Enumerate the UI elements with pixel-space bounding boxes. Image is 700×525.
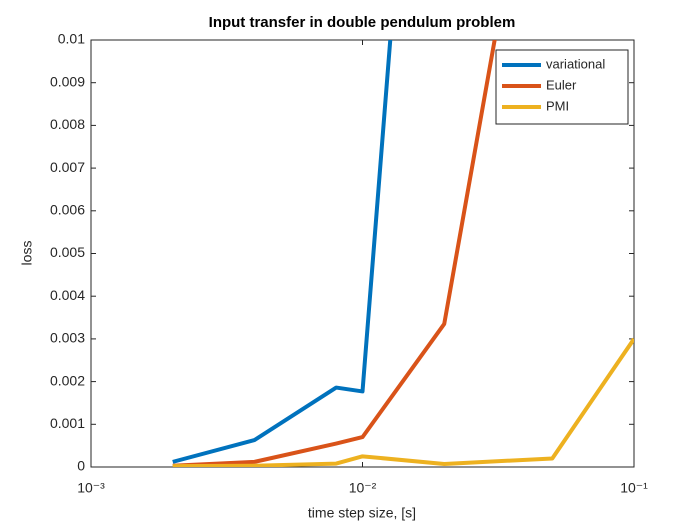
legend-label: Euler <box>546 77 577 92</box>
y-tick-label: 0.007 <box>50 159 85 175</box>
y-tick-label: 0.004 <box>50 287 85 303</box>
y-axis-label: loss <box>19 241 35 266</box>
y-tick-label: 0.001 <box>50 415 85 431</box>
x-tick-label: 10⁻¹ <box>620 480 648 496</box>
legend-label: variational <box>546 56 605 71</box>
x-tick-label: 10⁻² <box>349 480 377 496</box>
y-tick-label: 0.005 <box>50 244 85 260</box>
y-tick-label: 0.008 <box>50 116 85 132</box>
y-tick-label: 0.01 <box>58 31 85 47</box>
x-tick-label: 10⁻³ <box>77 480 105 496</box>
plot-lines <box>172 40 634 467</box>
line <box>172 40 393 464</box>
y-tick-label: 0.006 <box>50 202 85 218</box>
axes-box <box>90 39 635 468</box>
line <box>172 337 634 467</box>
chart-title: Input transfer in double pendulum proble… <box>209 14 516 31</box>
legend-label: PMI <box>546 98 569 113</box>
line <box>172 40 497 467</box>
y-tick-label: 0 <box>77 458 85 474</box>
y-tick-label: 0.009 <box>50 73 85 89</box>
y-tick-label: 0.003 <box>50 330 85 346</box>
x-axis-label: time step size, [s] <box>308 505 416 521</box>
y-tick-label: 0.002 <box>50 372 85 388</box>
